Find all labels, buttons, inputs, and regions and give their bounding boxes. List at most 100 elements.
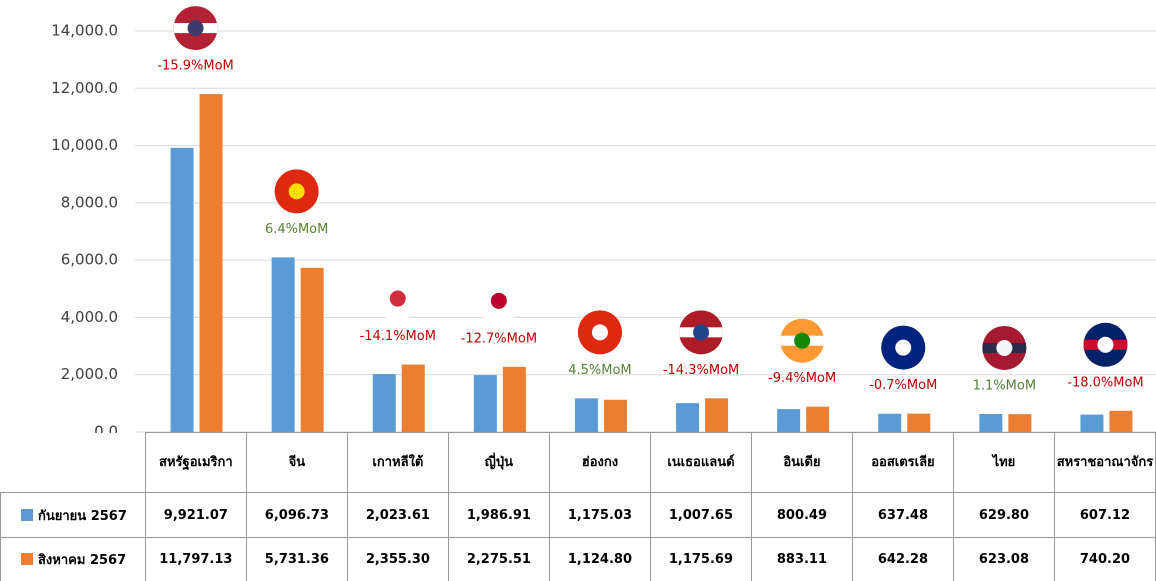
value-cell: 883.11 <box>750 537 853 581</box>
x-tick-label: ออสเตรเลีย <box>851 432 954 493</box>
legend-cell: กันยายน 2567 <box>0 492 146 538</box>
x-tick-label: ฮ่องกง <box>548 432 651 493</box>
value-cell: 637.48 <box>851 492 954 538</box>
flag-emblem <box>490 292 507 309</box>
bar <box>979 413 1003 432</box>
annotation: -14.1%MoM <box>360 329 436 344</box>
annotation: -12.7%MoM <box>461 331 537 346</box>
header-row: สหรัฐอเมริกา จีน เกาหลีใต้ ญี่ปุ่น ฮ่องกง เนเ… <box>1 432 1156 493</box>
value-cell: 1,986.91 <box>447 492 550 538</box>
value-cell: 1,007.65 <box>649 492 752 538</box>
x-tick-label: ไทย <box>952 432 1055 493</box>
x-tick-label: อินเดีย <box>750 432 853 493</box>
annotation: 4.5%MoM <box>568 363 631 378</box>
bar <box>907 413 931 432</box>
flag <box>881 325 926 370</box>
flag-emblem <box>996 339 1013 356</box>
annotation: -9.4%MoM <box>768 371 836 386</box>
flag <box>679 310 724 355</box>
flag-emblem <box>1097 336 1114 353</box>
bar <box>401 364 425 432</box>
bar <box>1109 410 1133 432</box>
y-tick-label: 10,000.0 <box>51 136 118 154</box>
x-tick-label: ญี่ปุ่น <box>447 432 550 493</box>
flag-emblem <box>389 290 406 307</box>
bar <box>574 398 598 432</box>
value-cell: 642.28 <box>851 537 954 581</box>
annotation: -15.9%MoM <box>157 59 233 74</box>
data-table: สหรัฐอเมริกา จีน เกาหลีใต้ ญี่ปุ่น ฮ่องกง เนเ… <box>0 432 1156 581</box>
legend-swatch <box>21 508 33 521</box>
value-cell: 800.49 <box>750 492 853 538</box>
x-tick-label: เนเธอแลนด์ <box>649 432 752 493</box>
value-cell: 2,023.61 <box>346 492 449 538</box>
blank-cell <box>1 433 146 493</box>
value-cell: 5,731.36 <box>245 537 348 581</box>
value-cell: 2,355.30 <box>346 537 449 581</box>
value-cell: 11,797.13 <box>144 537 247 581</box>
legend-swatch <box>21 553 33 565</box>
flag <box>577 310 622 355</box>
bar <box>1008 414 1032 432</box>
bar <box>705 398 729 432</box>
flag <box>476 278 521 323</box>
series-row: สิงหาคม 2567 11,797.13 5,731.36 2,355.30 2,2… <box>0 537 1156 581</box>
flag-emblem <box>591 324 608 341</box>
y-tick-label: 2,000.0 <box>61 365 118 383</box>
series-row: กันยายน 2567 9,921.07 6,096.73 2,023.61 1,98… <box>0 492 1156 538</box>
flag <box>982 325 1027 370</box>
x-tick-label: จีน <box>245 432 348 493</box>
flag <box>1083 322 1128 367</box>
annotation: 6.4%MoM <box>265 222 328 237</box>
annotation: 1.1%MoM <box>973 378 1036 393</box>
legend-cell: สิงหาคม 2567 <box>0 537 146 581</box>
y-tick-label: 14,000.0 <box>51 22 118 40</box>
annotation: -0.7%MoM <box>869 378 937 393</box>
bar <box>372 374 396 432</box>
flag <box>780 318 825 363</box>
x-tick-label: สหราชอาณาจักร <box>1053 432 1156 493</box>
value-cell: 607.12 <box>1053 492 1156 538</box>
x-tick-label: สหรัฐอเมริกา <box>144 432 247 493</box>
value-cell: 623.08 <box>952 537 1055 581</box>
x-tick-label: เกาหลีใต้ <box>346 432 449 493</box>
value-cell: 629.80 <box>952 492 1055 538</box>
flag <box>375 276 420 321</box>
annotation: -14.3%MoM <box>663 363 739 378</box>
flag-emblem <box>895 339 912 356</box>
flag-emblem <box>794 332 811 349</box>
flag-emblem <box>693 324 710 341</box>
flag-emblem <box>288 183 305 200</box>
value-cell: 1,175.69 <box>649 537 752 581</box>
bar <box>502 366 526 432</box>
y-tick-label: 8,000.0 <box>61 193 118 211</box>
bar <box>473 375 497 432</box>
bar <box>878 413 902 432</box>
legend-label: กันยายน 2567 <box>38 508 127 524</box>
value-cell: 1,124.80 <box>548 537 651 581</box>
value-cell: 2,275.51 <box>447 537 550 581</box>
flag-emblem <box>187 20 204 37</box>
bar <box>1080 414 1104 432</box>
bar <box>300 267 324 432</box>
bar <box>199 94 223 432</box>
bar <box>603 399 627 432</box>
value-cell: 9,921.07 <box>144 492 247 538</box>
value-cell: 1,175.03 <box>548 492 651 538</box>
y-tick-label: 12,000.0 <box>51 79 118 97</box>
flag <box>173 6 218 51</box>
bar <box>676 403 700 432</box>
bar <box>777 409 801 432</box>
value-cell: 740.20 <box>1053 537 1156 581</box>
bar <box>271 257 295 432</box>
y-tick-label: 6,000.0 <box>61 251 118 269</box>
bar <box>806 406 830 432</box>
chart: 0.02,000.04,000.06,000.08,000.010,000.01… <box>51 6 1156 441</box>
value-cell: 6,096.73 <box>245 492 348 538</box>
y-tick-label: 4,000.0 <box>61 308 118 326</box>
bar <box>170 147 194 432</box>
flag <box>274 169 319 214</box>
annotation: -18.0%MoM <box>1067 375 1143 390</box>
legend-label: สิงหาคม 2567 <box>38 553 127 568</box>
